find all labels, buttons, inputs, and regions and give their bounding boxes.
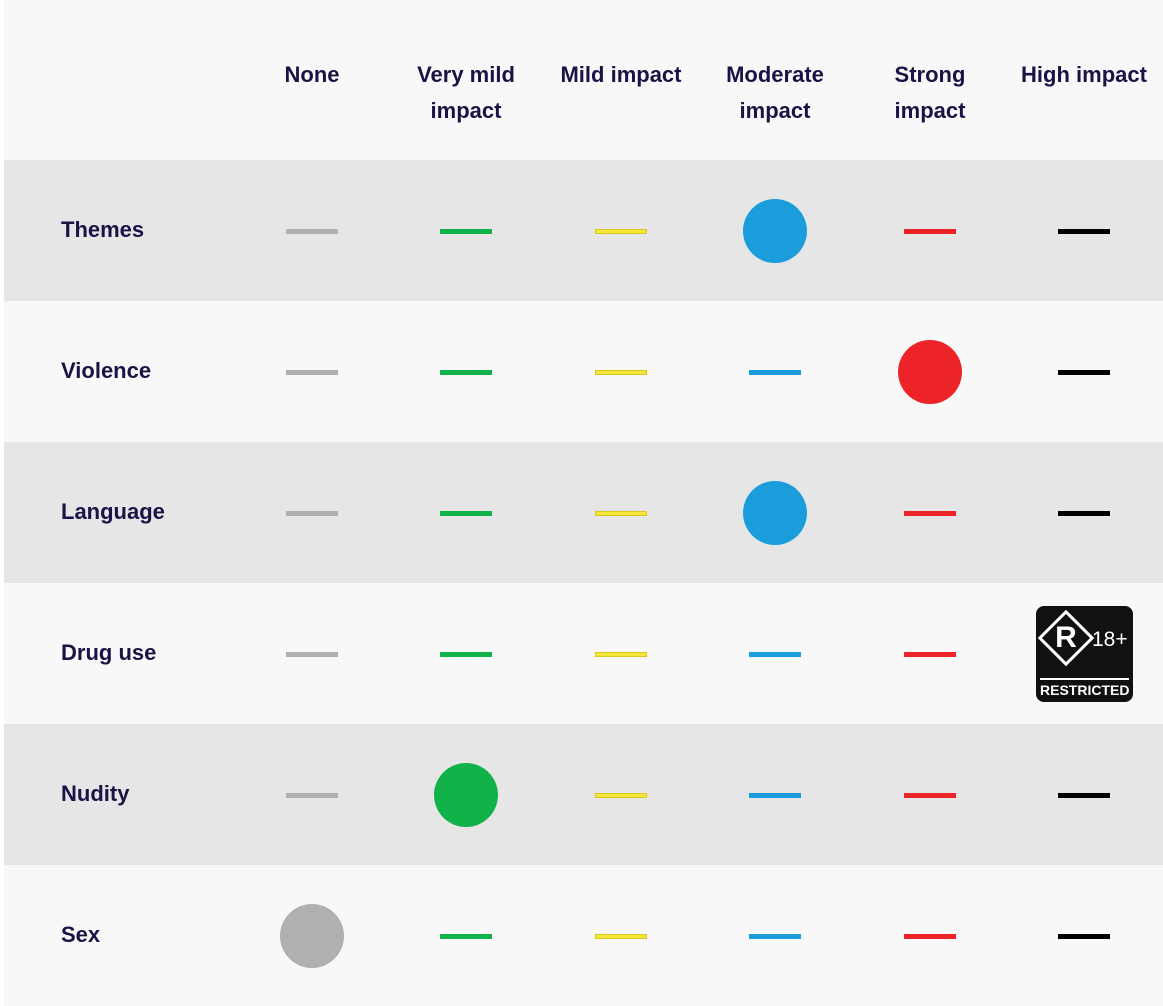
table-row: Violence <box>4 301 1163 442</box>
level-dash <box>904 934 956 939</box>
level-dash <box>904 793 956 798</box>
level-dash <box>1058 511 1110 516</box>
level-dash <box>1058 229 1110 234</box>
level-dash <box>1058 934 1110 939</box>
badge-label: RESTRICTED <box>1040 678 1129 699</box>
level-dash <box>595 934 647 939</box>
level-dash <box>286 793 338 798</box>
row-label: Nudity <box>61 781 130 806</box>
table-row: Drug use R 18+ RESTRICTED <box>4 583 1163 724</box>
level-dash <box>904 511 956 516</box>
badge-age: 18+ <box>1092 628 1128 651</box>
level-dash <box>904 229 956 234</box>
table-row: Sex <box>4 865 1163 1006</box>
level-dash <box>440 652 492 657</box>
level-dash <box>440 934 492 939</box>
rating-dot <box>743 481 807 545</box>
rating-dot <box>434 763 498 827</box>
level-dash <box>595 229 647 234</box>
row-label: Themes <box>61 217 145 242</box>
level-dash <box>595 370 647 375</box>
column-header: None <box>284 62 340 87</box>
row-label: Sex <box>61 922 101 947</box>
classification-table: None Very mild impact Mild impact Moderate … <box>4 0 1163 1006</box>
level-dash <box>749 793 801 798</box>
row-label: Drug use <box>61 640 157 665</box>
column-header: Mild impact <box>560 62 682 87</box>
rating-dot <box>898 340 962 404</box>
row-label: Violence <box>61 358 152 383</box>
level-dash <box>749 934 801 939</box>
column-header: High impact <box>1021 62 1147 87</box>
column-header: Strong impact <box>894 62 966 123</box>
level-dash <box>595 793 647 798</box>
level-dash <box>286 511 338 516</box>
table-row: Themes <box>4 160 1163 301</box>
column-header: Very mild impact <box>417 62 515 123</box>
level-dash <box>595 511 647 516</box>
column-header: Moderate impact <box>726 62 824 123</box>
level-dash <box>286 229 338 234</box>
table-row: Language <box>4 442 1163 583</box>
level-dash <box>595 652 647 657</box>
level-dash <box>1058 370 1110 375</box>
rating-dot <box>280 904 344 968</box>
row-label: Language <box>61 499 165 524</box>
level-dash <box>440 229 492 234</box>
table-row: Nudity <box>4 724 1163 865</box>
level-dash <box>749 652 801 657</box>
level-dash <box>286 370 338 375</box>
level-dash <box>286 652 338 657</box>
rating-badge: R 18+ RESTRICTED <box>1036 606 1133 702</box>
level-dash <box>749 370 801 375</box>
level-dash <box>440 511 492 516</box>
level-dash <box>904 652 956 657</box>
level-dash <box>440 370 492 375</box>
rating-dot <box>743 199 807 263</box>
level-dash <box>1058 793 1110 798</box>
badge-letter: R <box>1055 621 1077 654</box>
